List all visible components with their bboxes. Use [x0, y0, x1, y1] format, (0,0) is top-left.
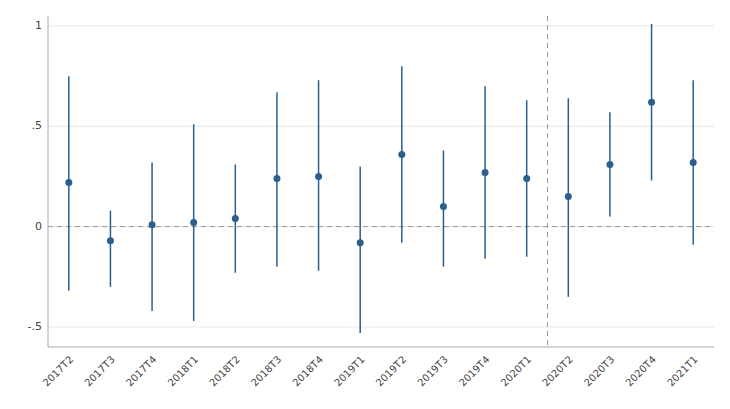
x-tick-label: 2017T4 [124, 354, 159, 389]
point [65, 179, 72, 186]
error-bar [110, 211, 112, 287]
point [190, 219, 197, 226]
x-tick-label: 2019T2 [374, 354, 409, 389]
y-axis [48, 16, 49, 347]
y-tick-label: -.5 [28, 320, 42, 333]
point [107, 237, 114, 244]
x-tick-label: 2019T4 [457, 354, 492, 389]
point [315, 173, 322, 180]
point [149, 221, 156, 228]
x-tick-label: 2020T1 [499, 354, 534, 389]
grid [48, 26, 714, 327]
plot-area [48, 16, 714, 347]
zero-line [48, 226, 714, 227]
x-tick-label: 2020T3 [582, 354, 617, 389]
grid-line [48, 126, 714, 127]
y-tick-label: 0 [35, 220, 42, 233]
x-tick-label: 2018T1 [166, 354, 201, 389]
x-tick-label: 2018T4 [290, 354, 325, 389]
point [523, 175, 530, 182]
point [690, 159, 697, 166]
point [440, 203, 447, 210]
point [565, 193, 572, 200]
point [273, 175, 280, 182]
error-bar [359, 166, 361, 333]
x-tick-label: 2017T3 [82, 354, 117, 389]
x-tick-label: 2020T4 [623, 354, 658, 389]
x-tick-label: 2018T3 [249, 354, 284, 389]
y-tick-label: 1 [35, 19, 42, 32]
x-tick-label: 2019T1 [332, 354, 367, 389]
point [648, 99, 655, 106]
x-tick-label: 2021T1 [665, 354, 700, 389]
grid-line [48, 226, 714, 227]
point [232, 215, 239, 222]
error-bar [151, 162, 153, 310]
grid-line [48, 26, 714, 27]
x-tick-label: 2020T2 [540, 354, 575, 389]
x-tick-label: 2017T2 [41, 354, 76, 389]
point [398, 151, 405, 158]
chart: -.50.512017T22017T32017T42018T12018T2201… [0, 0, 730, 409]
x-tick-label: 2019T3 [415, 354, 450, 389]
y-tick-label: .5 [32, 119, 43, 132]
point [482, 169, 489, 176]
x-tick-label: 2018T2 [207, 354, 242, 389]
x-axis [48, 347, 714, 348]
point [357, 239, 364, 246]
point [606, 161, 613, 168]
vertical-line [547, 16, 548, 347]
grid-line [48, 326, 714, 327]
